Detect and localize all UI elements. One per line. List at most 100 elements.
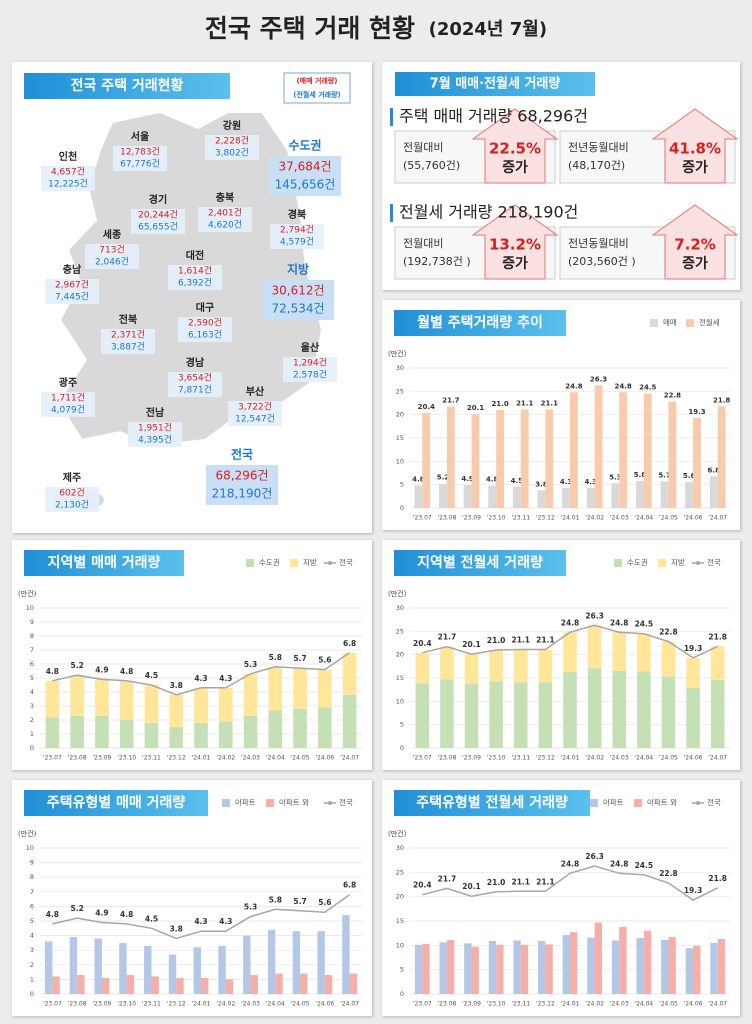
map-title: 전국 주택 거래현황: [71, 77, 184, 94]
x-tick-label: '24.02: [216, 755, 235, 762]
bar-segment: [563, 632, 577, 672]
bar: [636, 938, 644, 994]
data-label: 24.8: [610, 618, 629, 627]
y-tick-label: 2: [30, 716, 34, 724]
x-tick-label: '23.09: [462, 515, 481, 522]
bar: [635, 480, 644, 508]
bar: [463, 485, 472, 508]
region-rent: 7,445건: [55, 292, 89, 303]
region-label-bg: [168, 265, 222, 290]
bar-segment: [686, 657, 700, 688]
compare-base: (55,760건): [403, 159, 460, 172]
region-label-bg: [85, 244, 139, 269]
x-tick-label: '23.10: [117, 1001, 136, 1008]
data-label: 4.8: [46, 910, 59, 919]
legend-label: 지방: [303, 557, 317, 567]
bar-segment: [95, 679, 109, 716]
bar: [717, 939, 726, 994]
x-tick-label: '23.07: [43, 755, 62, 762]
region-rent: 67,776건: [120, 159, 160, 170]
data-label: 24.8: [561, 859, 580, 868]
chart-title: 주택유형별 매매 거래량: [47, 794, 186, 811]
x-tick-label: '24.03: [610, 755, 629, 762]
region-name: 경북: [288, 208, 306, 221]
legend-swatch: [246, 559, 254, 567]
data-label: 21.1: [541, 400, 558, 408]
region-label-bg: [270, 224, 324, 249]
bar: [342, 915, 350, 994]
data-label: 4.5: [145, 914, 158, 923]
bar: [685, 481, 694, 508]
bar: [586, 487, 595, 508]
data-label: 3.8: [170, 925, 183, 934]
total-sale: 30,612건: [271, 284, 324, 298]
y-tick-label: 20: [396, 893, 404, 901]
x-tick-label: '24.02: [585, 515, 604, 522]
region-rent: 3,802건: [215, 148, 249, 159]
bar: [587, 937, 595, 994]
compare-label: 전년동월대비: [568, 141, 629, 154]
bar-segment: [489, 650, 503, 682]
x-tick-label: '24.01: [561, 1001, 580, 1008]
chart-title-pill: [24, 550, 184, 576]
bar: [513, 940, 521, 994]
data-label: 21.0: [487, 636, 506, 645]
total-line: [422, 865, 719, 901]
bar-segment: [587, 625, 602, 669]
y-tick-label: 5: [400, 721, 404, 729]
up-arrow: [471, 204, 559, 280]
bar-segment: [464, 654, 479, 684]
bar-segment: [293, 708, 307, 748]
x-tick-label: '24.05: [659, 755, 678, 762]
legend-swatch-dot: [696, 801, 700, 805]
data-label: 22.8: [664, 392, 681, 400]
bar: [349, 973, 358, 994]
data-label: 5.2: [437, 474, 450, 482]
data-label: 5.3: [609, 473, 622, 481]
y-tick-label: 6: [30, 902, 34, 910]
x-tick-label: '23.12: [167, 755, 186, 762]
y-tick-label: 6: [30, 660, 34, 668]
bar-segment: [538, 649, 553, 683]
x-tick-label: '24.04: [634, 1001, 653, 1008]
data-label: 20.1: [462, 882, 481, 891]
legend-rent: (전월세 거래량): [293, 90, 340, 99]
x-tick-label: '23.07: [413, 755, 432, 762]
bar: [717, 406, 726, 508]
data-label: 24.5: [635, 620, 654, 629]
chart-title-pill: [394, 550, 566, 576]
y-tick-label: 20: [396, 411, 404, 419]
bar-segment: [686, 687, 700, 748]
bar: [488, 485, 497, 508]
legend-swatch-dot: [328, 561, 332, 565]
region-label-bg: [41, 392, 95, 417]
data-label: 6.8: [343, 881, 356, 890]
data-label: 4.3: [194, 917, 207, 926]
data-label: 4.8: [120, 910, 133, 919]
total-line: [52, 894, 351, 940]
total-rent: 218,190건: [212, 487, 273, 501]
x-tick-label: '23.07: [413, 1001, 432, 1008]
y-tick-label: 1: [30, 730, 34, 738]
legend-label: 아파트 외: [647, 797, 677, 807]
data-label: 21.1: [516, 400, 533, 408]
bar: [77, 975, 85, 994]
region-sale: 602건: [59, 488, 84, 499]
bar: [619, 926, 627, 994]
x-tick-label: '23.08: [68, 755, 87, 762]
region-sale: 3,654건: [178, 373, 212, 384]
bar: [471, 946, 479, 994]
region-sale: 2,590건: [188, 318, 222, 329]
total-box: [262, 280, 334, 320]
total-line: [52, 652, 351, 696]
region-name: 서울: [131, 130, 149, 143]
x-tick-label: '23.12: [536, 755, 555, 762]
data-label: 21.8: [713, 396, 730, 404]
x-tick-label: '24.01: [561, 515, 580, 522]
bar: [545, 944, 553, 994]
bar: [201, 977, 209, 994]
bar: [275, 973, 283, 994]
x-tick-label: '23.11: [511, 1001, 530, 1008]
y-tick-label: 30: [396, 604, 404, 612]
